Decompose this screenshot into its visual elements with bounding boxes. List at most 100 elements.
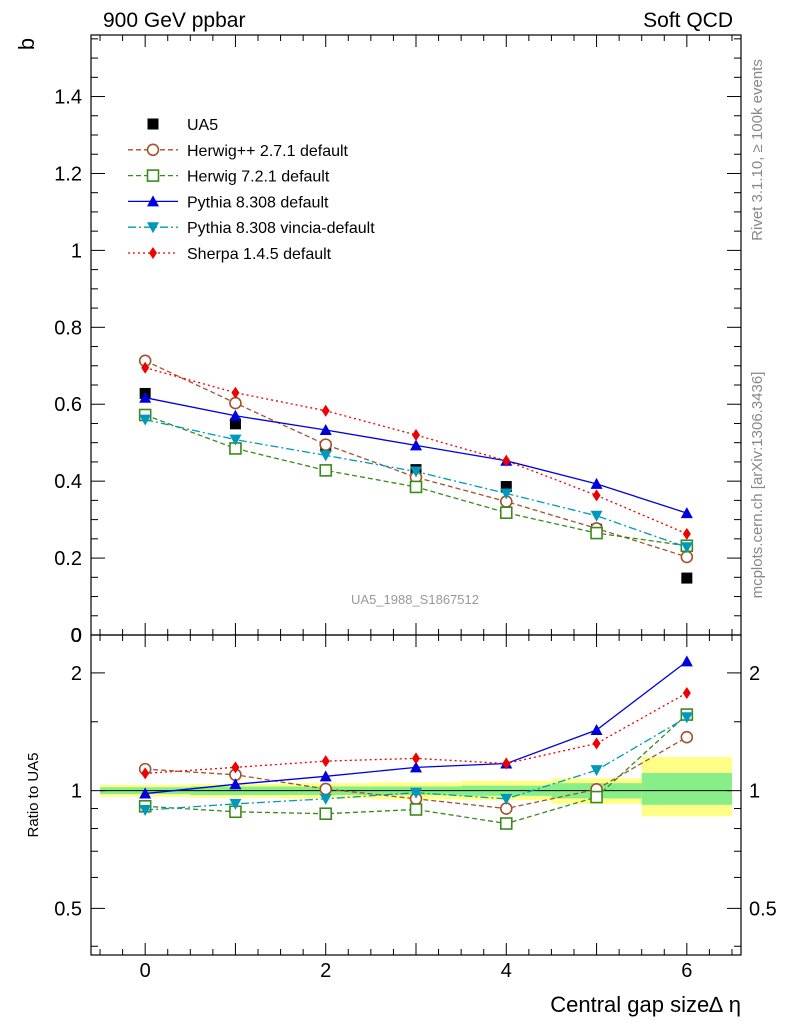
pythia-point bbox=[139, 391, 152, 403]
legend-herwig_pp-marker bbox=[146, 143, 160, 157]
sherpa-point bbox=[412, 429, 420, 441]
vincia-point bbox=[590, 765, 603, 777]
sherpa-point bbox=[231, 761, 240, 774]
legend-pythia-marker bbox=[147, 195, 159, 207]
pythia-point bbox=[229, 778, 242, 790]
ua5-point bbox=[500, 481, 512, 493]
y-tick-label: 1 bbox=[71, 781, 82, 803]
header-right-title: Soft QCD bbox=[643, 9, 733, 32]
sherpa-point bbox=[502, 757, 511, 770]
vincia-point bbox=[680, 712, 693, 724]
sherpa-point bbox=[592, 489, 601, 502]
sherpa-point bbox=[502, 454, 511, 467]
ua5-point bbox=[229, 418, 241, 430]
x-tick-label: 4 bbox=[501, 960, 512, 982]
x-axis-label: Central gap size∆ η bbox=[550, 992, 741, 1017]
herwig_pp-point bbox=[319, 438, 333, 451]
ua5-point bbox=[681, 572, 693, 584]
legend-vincia-label: Pythia 8.308 vincia-default bbox=[187, 220, 375, 237]
vincia-point bbox=[319, 793, 332, 805]
header-left-title: 900 GeV ppbar bbox=[103, 9, 245, 32]
vincia-point bbox=[229, 434, 242, 446]
legend-herwig7-label: Herwig 7.2.1 default bbox=[187, 169, 330, 186]
sherpa-point bbox=[592, 737, 601, 750]
sherpa-point bbox=[682, 527, 691, 540]
sherpa-point bbox=[321, 404, 330, 417]
herwig_pp-line bbox=[144, 360, 688, 558]
analysis-tag: UA5_1988_S1867512 bbox=[351, 592, 479, 607]
x-tick-label: 0 bbox=[140, 960, 151, 982]
y-tick-label: 0.6 bbox=[54, 394, 82, 416]
legend-pythia-label: Pythia 8.308 default bbox=[187, 194, 329, 211]
y-tick-label: 1.2 bbox=[54, 163, 82, 185]
ratio-y-axis-label: Ratio to UA5 bbox=[25, 752, 42, 837]
y-tick-label-right: 0.5 bbox=[749, 898, 777, 920]
herwig7-point bbox=[409, 803, 423, 816]
pythia-point bbox=[590, 724, 603, 736]
sherpa-point bbox=[141, 361, 150, 374]
y-tick-label-zero: 0 bbox=[70, 625, 81, 647]
vincia-point bbox=[139, 805, 152, 817]
vincia-point bbox=[410, 787, 422, 799]
herwig7-point bbox=[499, 506, 513, 519]
sherpa-point bbox=[231, 386, 240, 399]
y-tick-label-right: 2 bbox=[749, 663, 760, 685]
legend-vincia-marker bbox=[147, 222, 159, 234]
pythia-point bbox=[680, 655, 693, 667]
y-tick-label: 0 bbox=[71, 625, 82, 647]
herwig_pp-point bbox=[680, 730, 694, 744]
legend-herwig7-marker bbox=[146, 169, 160, 182]
source-label: mcplots.cern.ch [arXiv:1306.3436] bbox=[749, 372, 766, 599]
sherpa-point bbox=[412, 752, 420, 765]
legend-sherpa-marker bbox=[149, 247, 157, 259]
legend-herwig_pp-label: Herwig++ 2.7.1 default bbox=[187, 143, 349, 160]
y-tick-label: 1 bbox=[71, 240, 82, 262]
x-tick-label: 6 bbox=[681, 960, 692, 982]
herwig7-point bbox=[319, 464, 333, 477]
sherpa-point bbox=[682, 686, 691, 699]
pythia-point bbox=[410, 439, 422, 451]
pythia-point bbox=[139, 787, 152, 799]
pythia-point bbox=[229, 409, 242, 421]
pythia-point bbox=[410, 761, 422, 773]
y-tick-label: 0.8 bbox=[54, 317, 82, 339]
vincia-point bbox=[500, 488, 513, 500]
herwig7-point bbox=[319, 807, 333, 821]
sherpa-point bbox=[141, 767, 150, 780]
pythia-line bbox=[145, 397, 688, 514]
vincia-point bbox=[680, 542, 693, 554]
legend: UA5 Herwig++ 2.7.1 default Herwig 7.2.1 de… bbox=[128, 117, 375, 263]
herwig7-point bbox=[499, 817, 513, 830]
y-tick-label: 0.5 bbox=[54, 898, 82, 920]
legend-ua5-marker bbox=[147, 118, 159, 130]
x-tick-label: 2 bbox=[320, 960, 331, 982]
pythia-point bbox=[319, 770, 332, 782]
pythia-point bbox=[590, 477, 603, 489]
y-tick-label-right: 1 bbox=[749, 781, 760, 803]
vincia-point bbox=[229, 798, 242, 810]
y-tick-label: 2 bbox=[71, 663, 82, 685]
legend-sherpa-label: Sherpa 1.4.5 default bbox=[187, 246, 332, 263]
y-tick-label: 0.2 bbox=[54, 548, 82, 570]
vincia-point bbox=[319, 450, 332, 462]
band-green-bin bbox=[641, 772, 732, 805]
herwig_pp-point bbox=[229, 396, 242, 410]
legend-ua5-label: UA5 bbox=[187, 117, 218, 134]
herwig7-point bbox=[409, 480, 423, 494]
main-panel-series bbox=[138, 354, 694, 584]
vincia-point bbox=[500, 793, 513, 805]
vincia-point bbox=[139, 414, 152, 426]
herwig7-point bbox=[590, 526, 603, 540]
pythia-point bbox=[319, 424, 332, 435]
herwig_pp-point bbox=[319, 782, 333, 796]
axis-ticks: 0 2 4 600.20.40.60.811.21.40.5 0.51 12 20 bbox=[54, 35, 777, 982]
main-y-axis-label: b bbox=[14, 38, 39, 50]
rivet-version-label: Rivet 3.1.10, ≥ 100k events bbox=[749, 59, 766, 241]
sherpa-point bbox=[321, 755, 330, 768]
y-tick-label: 0.4 bbox=[54, 471, 82, 493]
y-tick-label: 1.4 bbox=[54, 87, 82, 109]
sherpa-line bbox=[144, 367, 688, 535]
herwig7-point bbox=[590, 790, 603, 804]
ratio-panel-series bbox=[138, 655, 694, 830]
